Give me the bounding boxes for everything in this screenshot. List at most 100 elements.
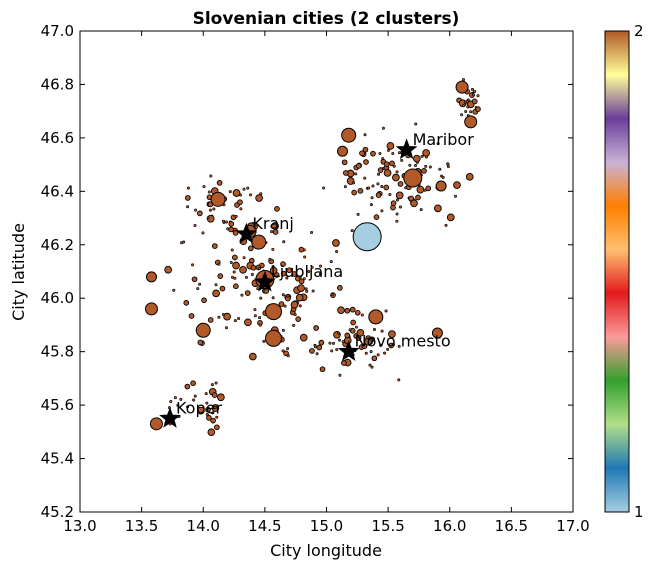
city-point	[471, 98, 478, 105]
city-point	[216, 180, 223, 186]
city-point	[419, 208, 423, 212]
city-point	[363, 159, 369, 165]
city-point	[217, 393, 225, 402]
city-point	[318, 339, 325, 346]
city-point	[337, 285, 343, 291]
city-point	[397, 378, 401, 382]
city-point	[286, 347, 290, 351]
city-point	[297, 284, 305, 292]
city-point	[391, 151, 395, 155]
y-tick-label: 45.6	[41, 396, 74, 414]
city-point	[262, 339, 266, 343]
city-point	[352, 181, 356, 185]
city-point	[361, 343, 368, 350]
city-point	[350, 229, 354, 233]
city-point	[371, 355, 378, 362]
city-point	[465, 172, 474, 181]
city-point	[246, 186, 250, 190]
city-point	[269, 266, 278, 275]
large-city-point	[431, 327, 443, 339]
x-tick-label: 17.0	[556, 517, 589, 535]
city-point	[343, 185, 347, 189]
city-point	[280, 270, 287, 277]
x-tick-label: 16.0	[433, 517, 466, 535]
city-point	[286, 294, 290, 298]
city-point	[179, 397, 183, 401]
city-point	[446, 164, 450, 168]
large-city-points	[144, 80, 478, 431]
city-point	[319, 264, 323, 268]
city-point	[250, 273, 254, 277]
centroid-star-marker	[395, 138, 418, 160]
y-tick-label: 45.8	[41, 343, 74, 361]
city-point	[198, 282, 202, 286]
city-point	[233, 276, 237, 280]
city-point	[302, 248, 306, 252]
city-point	[211, 392, 218, 398]
y-tick-label: 46.4	[41, 182, 74, 200]
city-point	[400, 158, 404, 162]
x-tick-label: 14.5	[248, 517, 281, 535]
city-point	[240, 293, 244, 297]
y-tick-label: 45.2	[41, 503, 74, 521]
city-point	[444, 223, 448, 227]
centroid-label: Maribor	[413, 130, 475, 149]
city-point	[322, 186, 326, 190]
city-point	[363, 133, 367, 137]
y-tick-label: 46.8	[41, 75, 74, 93]
city-point	[354, 172, 358, 176]
large-city-point	[265, 303, 283, 321]
x-tick-label: 15.0	[310, 517, 343, 535]
city-point	[341, 360, 347, 366]
colorbar	[604, 30, 630, 513]
city-point	[370, 196, 374, 200]
city-point	[191, 263, 195, 267]
city-point	[184, 383, 191, 390]
city-point	[424, 155, 428, 159]
large-city-point	[435, 180, 447, 192]
centroid-label: Novo mesto	[355, 332, 451, 351]
x-tick-label: 14.0	[187, 517, 220, 535]
city-point	[414, 164, 418, 168]
city-point	[370, 150, 376, 157]
city-point	[428, 165, 432, 169]
city-point	[369, 203, 373, 207]
city-point	[183, 300, 190, 306]
city-point	[404, 186, 408, 190]
centroid-star-marker	[254, 270, 276, 292]
centroid-label: Ljubljana	[271, 262, 343, 281]
city-point	[229, 261, 233, 265]
city-point	[217, 262, 221, 266]
city-point	[205, 406, 211, 413]
city-point	[425, 185, 432, 192]
y-tick-label: 46.6	[41, 129, 74, 147]
city-point	[372, 328, 376, 332]
city-point	[259, 296, 263, 300]
city-point	[414, 122, 418, 126]
city-point	[354, 325, 358, 329]
city-point	[392, 173, 400, 182]
city-point	[286, 354, 290, 358]
city-point	[232, 270, 236, 274]
city-point	[438, 167, 442, 171]
city-point	[388, 192, 392, 196]
city-point	[197, 339, 204, 346]
city-point	[164, 265, 172, 274]
city-point	[395, 191, 404, 200]
large-city-point	[210, 191, 226, 207]
centroid-label: Koper	[176, 398, 222, 417]
city-point	[237, 317, 241, 321]
city-point	[201, 297, 207, 304]
city-point	[228, 190, 232, 194]
city-point	[193, 224, 197, 228]
city-point	[472, 93, 476, 97]
city-point	[415, 194, 421, 201]
city-point	[436, 142, 440, 146]
city-point	[329, 260, 333, 264]
city-point	[360, 313, 364, 317]
y-tick-label: 45.4	[41, 450, 74, 468]
city-point	[228, 226, 234, 233]
centroid-star-marker	[337, 340, 360, 361]
city-point	[351, 189, 357, 196]
city-point	[221, 313, 225, 317]
